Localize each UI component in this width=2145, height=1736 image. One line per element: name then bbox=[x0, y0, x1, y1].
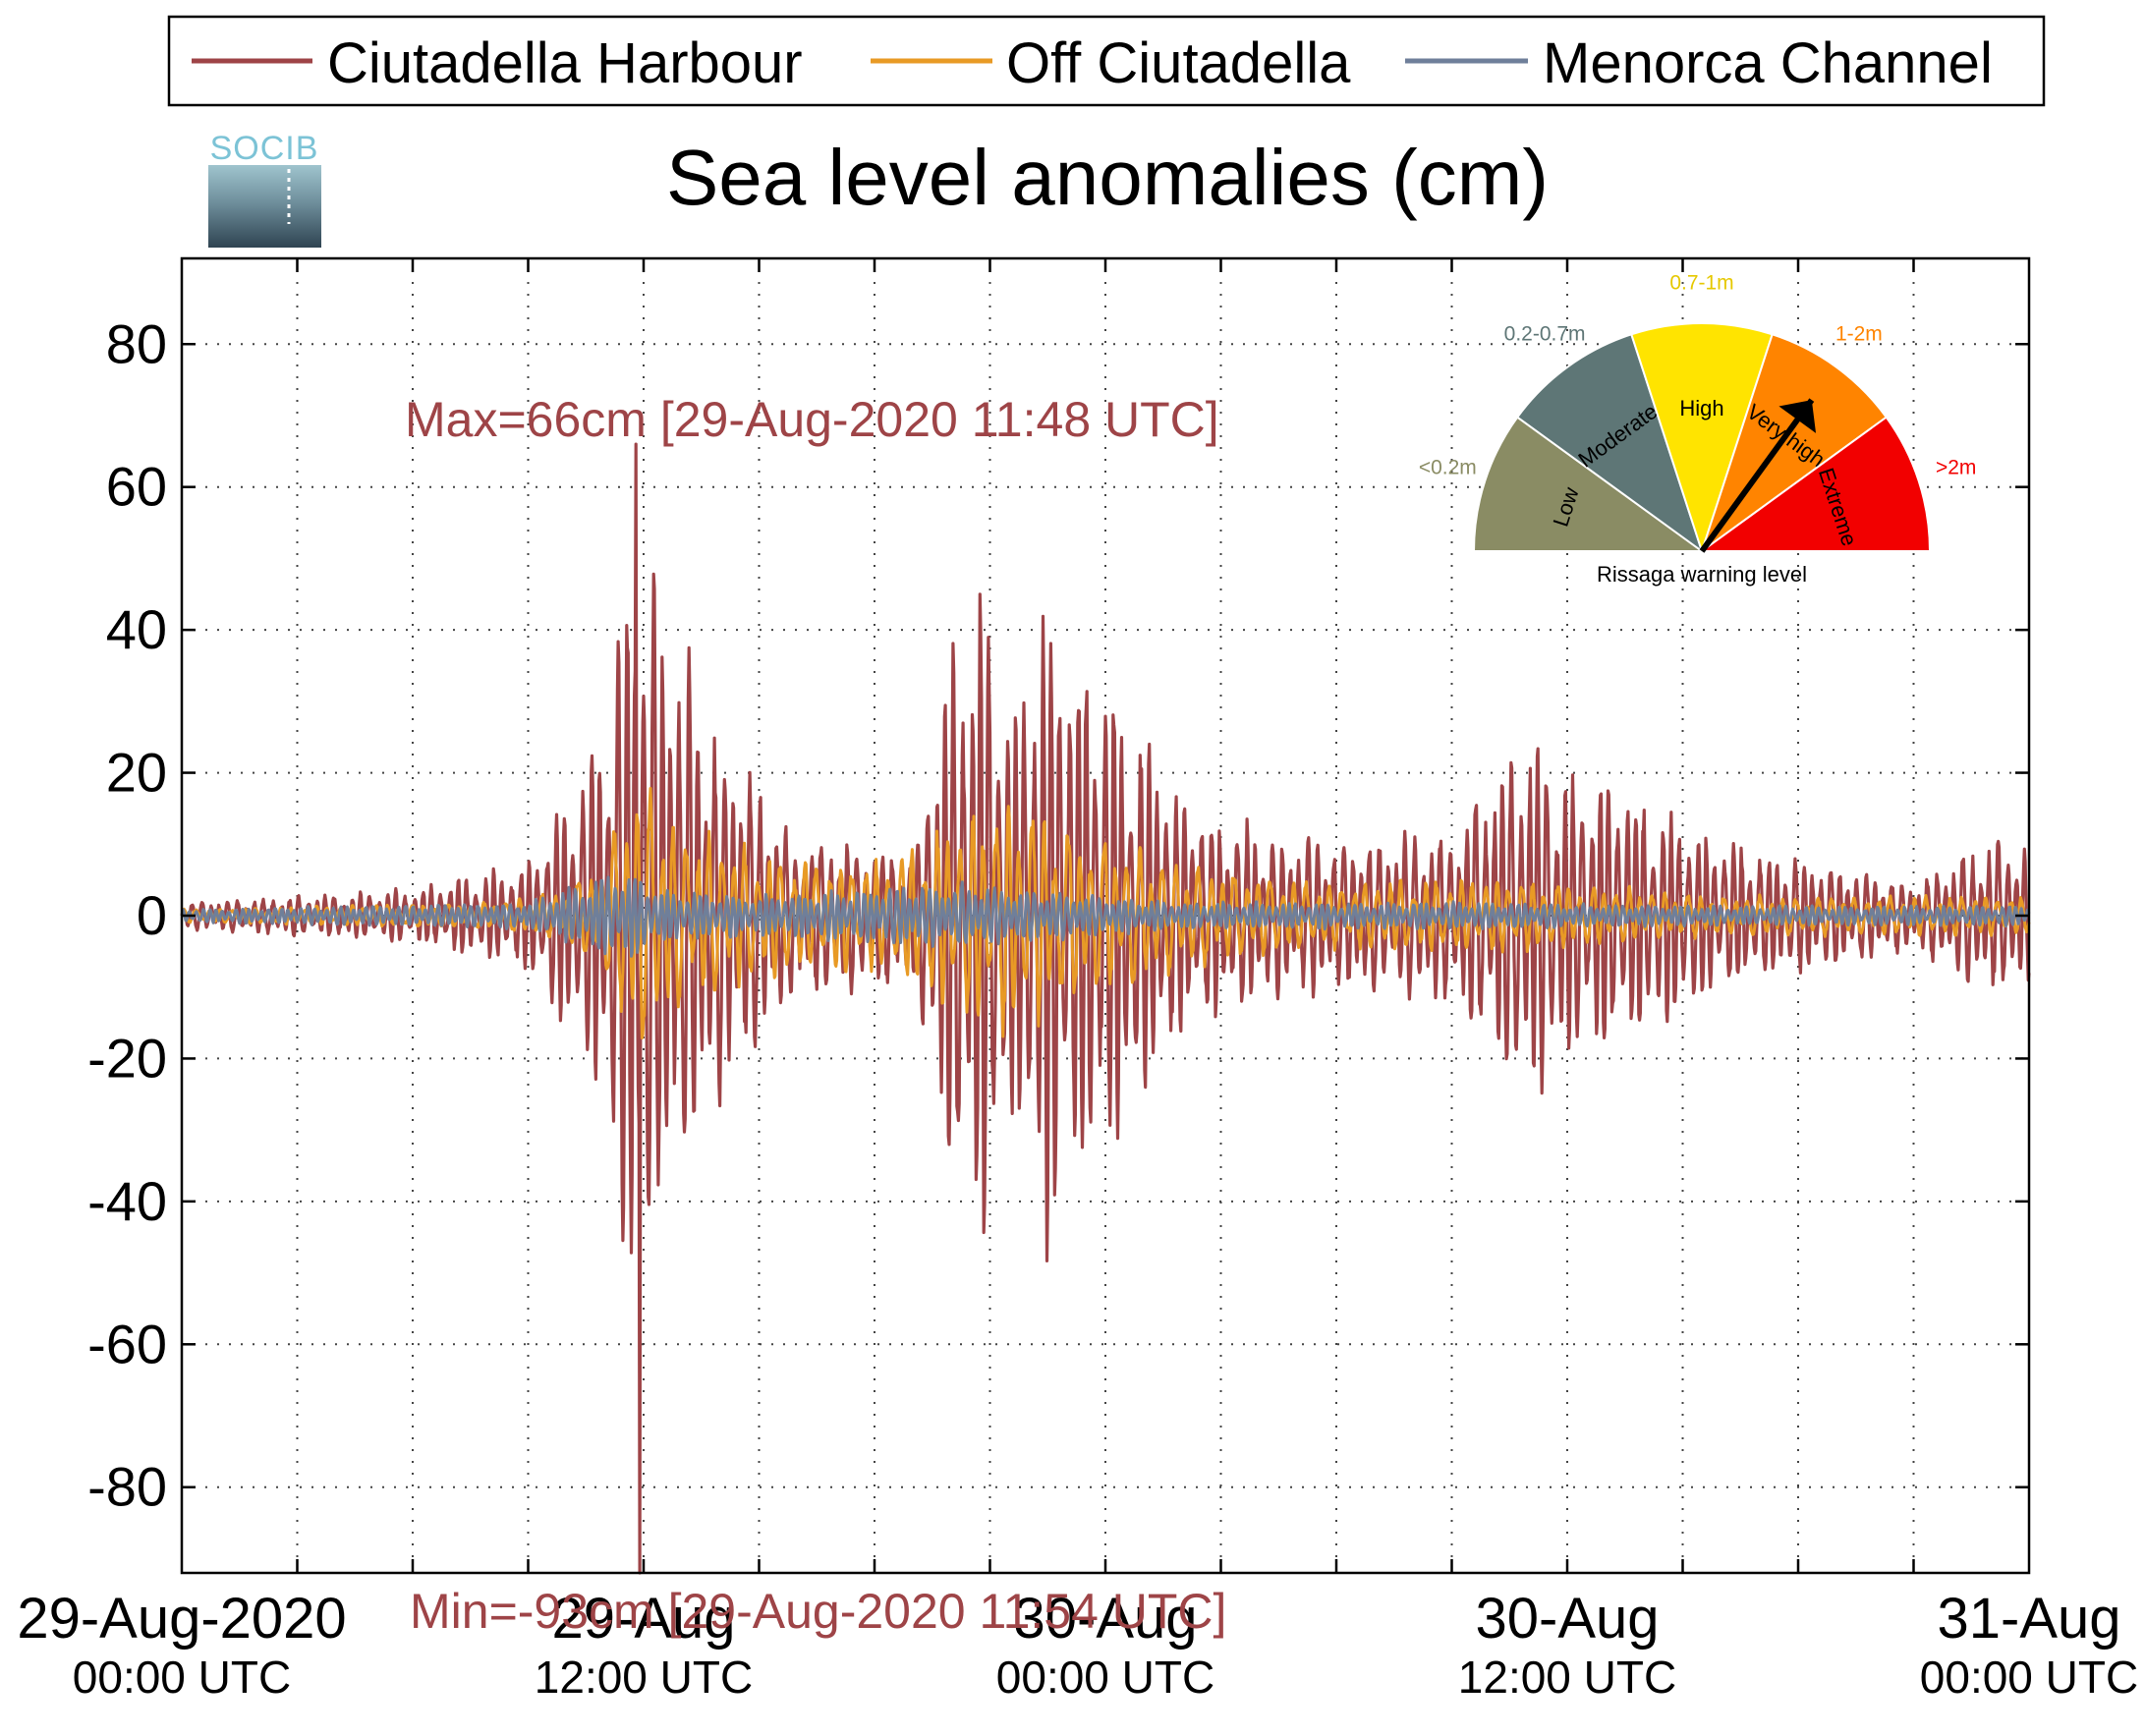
gauge-range-label: >2m bbox=[1936, 456, 1976, 478]
gauge-segment-label: High bbox=[1679, 396, 1723, 420]
legend-label-menorca-channel: Menorca Channel bbox=[1543, 31, 1993, 95]
y-tick-label: 40 bbox=[106, 598, 167, 660]
legend-label-off-ciutadella: Off Ciutadella bbox=[1006, 31, 1351, 95]
socib-logo: SOCIB bbox=[208, 130, 321, 248]
gauge-range-label: 1-2m bbox=[1835, 322, 1883, 345]
gauge-segment-low bbox=[1472, 416, 1706, 552]
y-tick-label: 80 bbox=[106, 312, 167, 374]
y-axis: 80 60 40 20 0 -20 -40 -60 -80 bbox=[87, 312, 167, 1517]
x-tick-label: 30-Aug bbox=[1475, 1587, 1659, 1651]
y-tick-label: 0 bbox=[137, 884, 167, 946]
y-tick-label: 60 bbox=[106, 456, 167, 518]
gauge-caption: Rissaga warning level bbox=[1597, 562, 1807, 587]
x-tick-label: 30-Aug bbox=[1013, 1587, 1197, 1651]
y-tick-label: -40 bbox=[87, 1170, 167, 1232]
axis-ticks bbox=[182, 258, 2029, 1573]
x-tick-label: 29-Aug bbox=[551, 1587, 735, 1651]
gauge-range-label: 0.7-1m bbox=[1669, 272, 1733, 295]
gauge-needle-head bbox=[1778, 400, 1817, 433]
x-tick-label: 29-Aug-2020 bbox=[17, 1587, 346, 1651]
y-tick-label: 20 bbox=[106, 742, 167, 804]
legend: Ciutadella Harbour Off Ciutadella Menorc… bbox=[167, 15, 2046, 107]
series-line-menorca-channel bbox=[180, 875, 2031, 958]
y-tick-label: -60 bbox=[87, 1313, 167, 1374]
socib-logo-text: SOCIB bbox=[210, 130, 319, 167]
min-annotation: Min=-93cm [29-Aug-2020 11:54 UTC] bbox=[410, 1584, 1226, 1639]
gauge-segment-high bbox=[1630, 322, 1774, 555]
gauge-segment-extreme bbox=[1698, 416, 1932, 552]
chart-title: Sea level anomalies (cm) bbox=[666, 134, 1549, 221]
series-layer bbox=[180, 442, 2031, 1575]
gauge-segment-very-high bbox=[1700, 333, 1889, 554]
x-tick-sublabel: 00:00 UTC bbox=[996, 1652, 1214, 1703]
x-tick-sublabel: 00:00 UTC bbox=[1920, 1652, 2138, 1703]
x-tick-sublabel: 00:00 UTC bbox=[73, 1652, 291, 1703]
x-tick-sublabel: 12:00 UTC bbox=[535, 1652, 753, 1703]
gauge-range-label: 0.2-0.7m bbox=[1504, 322, 1586, 345]
gauge-needle bbox=[1699, 398, 1815, 553]
gauge-range-label: <0.2m bbox=[1419, 456, 1477, 478]
series-line-ciutadella-harbour bbox=[180, 442, 2031, 1575]
gauge-segment-moderate bbox=[1515, 333, 1704, 554]
y-tick-label: -20 bbox=[87, 1027, 167, 1089]
x-tick-sublabel: 12:00 UTC bbox=[1458, 1652, 1676, 1703]
x-tick-label: 31-Aug bbox=[1937, 1587, 2120, 1651]
max-annotation: Max=66cm [29-Aug-2020 11:48 UTC] bbox=[405, 392, 1219, 447]
legend-label-ciutadella-harbour: Ciutadella Harbour bbox=[327, 31, 803, 95]
y-tick-label: -80 bbox=[87, 1456, 167, 1518]
